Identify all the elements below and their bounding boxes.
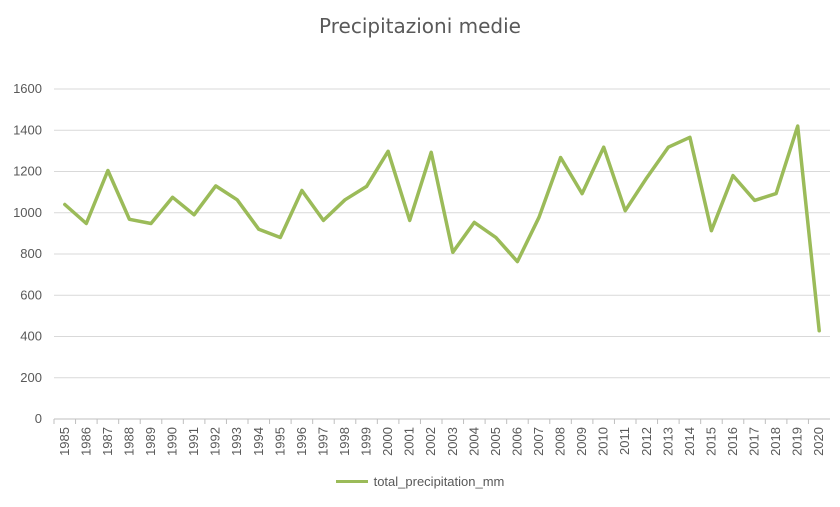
y-tick-label: 1600 bbox=[13, 81, 42, 96]
x-tick-label: 1994 bbox=[251, 427, 266, 456]
x-tick-label: 2011 bbox=[617, 427, 632, 455]
x-tick-label: 2008 bbox=[553, 427, 568, 456]
y-tick-label: 800 bbox=[20, 246, 42, 261]
x-tick-label: 2000 bbox=[380, 427, 395, 456]
legend-swatch bbox=[335, 480, 368, 484]
x-tick-label: 2013 bbox=[660, 427, 675, 456]
x-tick-label: 1986 bbox=[78, 427, 93, 456]
x-tick-label: 2007 bbox=[531, 427, 546, 456]
x-tick-label: 1990 bbox=[165, 427, 180, 456]
x-tick-label: 2017 bbox=[747, 427, 762, 456]
x-tick-label: 2001 bbox=[402, 427, 417, 456]
x-tick-label: 2012 bbox=[639, 427, 654, 456]
x-tick-label: 2015 bbox=[703, 427, 718, 456]
x-tick-label: 1988 bbox=[121, 427, 136, 456]
chart-title: Precipitazioni medie bbox=[319, 14, 521, 38]
x-tick-label: 2006 bbox=[509, 427, 524, 456]
y-tick-label: 400 bbox=[20, 329, 42, 344]
x-tick-label: 2003 bbox=[445, 427, 460, 456]
x-tick-label: 1998 bbox=[337, 427, 352, 456]
x-tick-label: 1995 bbox=[272, 427, 287, 456]
x-tick-label: 1997 bbox=[315, 427, 330, 456]
x-tick-label: 2019 bbox=[790, 427, 805, 456]
y-tick-label: 1000 bbox=[13, 205, 42, 220]
y-tick-label: 1200 bbox=[13, 164, 42, 179]
x-tick-label: 1999 bbox=[359, 427, 374, 456]
x-tick-label: 2010 bbox=[596, 427, 611, 456]
x-tick-label: 2009 bbox=[574, 427, 589, 456]
y-tick-label: 600 bbox=[20, 287, 42, 302]
series-layer bbox=[63, 124, 821, 333]
y-axis-tick-labels: 0 200 400 600 800 1000 1200 1400 1600 bbox=[13, 81, 42, 426]
y-tick-label: 1400 bbox=[13, 122, 42, 137]
x-tick-label: 2020 bbox=[811, 427, 826, 456]
x-tick-label: 2004 bbox=[466, 427, 481, 456]
y-tick-label: 200 bbox=[20, 370, 42, 385]
gridlines bbox=[54, 88, 830, 420]
x-tick-label: 1985 bbox=[57, 427, 72, 456]
x-tick-label: 1989 bbox=[143, 427, 158, 456]
x-tick-label: 1992 bbox=[208, 427, 223, 456]
x-axis-tick-labels: 1985 1986 1987 1988 1989 1990 1991 1992 1993 1994… bbox=[53, 419, 826, 456]
legend: total_precipitation_mm bbox=[0, 474, 840, 489]
y-tick-label: 0 bbox=[35, 411, 42, 426]
series-line-total_precipitation_mm bbox=[63, 124, 821, 333]
x-tick-label: 2016 bbox=[725, 427, 740, 456]
x-tick-label: 2002 bbox=[423, 427, 438, 456]
x-tick-label: 1991 bbox=[186, 427, 201, 456]
x-tick-label: 2014 bbox=[682, 427, 697, 456]
x-tick-label: 2018 bbox=[768, 427, 783, 456]
x-tick-label: 1987 bbox=[100, 427, 115, 456]
x-tick-label: 1996 bbox=[294, 427, 309, 456]
legend-label: total_precipitation_mm bbox=[373, 474, 505, 489]
x-tick-label: 2005 bbox=[488, 427, 503, 456]
x-tick-label: 1993 bbox=[229, 427, 244, 456]
